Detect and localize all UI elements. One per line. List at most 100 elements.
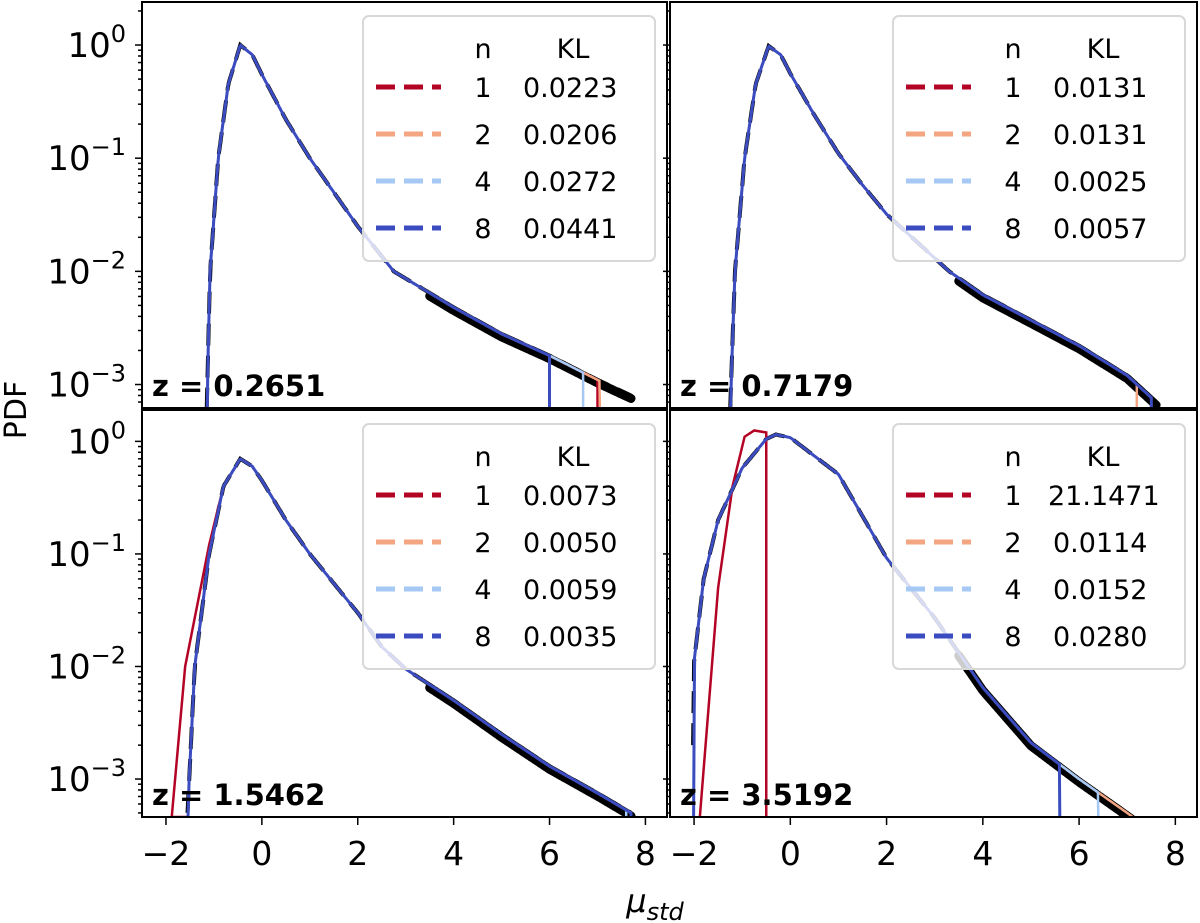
y-tick-exponent: 0 [111, 416, 126, 444]
legend-kl: 0.0152 [1053, 575, 1147, 606]
legend-header-kl: KL [557, 34, 590, 65]
legend-kl: 0.0131 [1053, 120, 1147, 151]
legend-header-n: n [1004, 34, 1021, 65]
legend: n KL 1 0.0131 2 0.0131 4 0.0025 8 0.0057 [892, 15, 1186, 262]
panel-4: −2 0 2 4 6 8 z = 3.5192 n KL 1 21.1471 2 0.0114 4 0.01… [663, 409, 1198, 873]
legend-n: 4 [474, 575, 491, 606]
x-tick-label: 4 [443, 834, 464, 873]
legend-n: 1 [474, 73, 491, 104]
y-tick-base: 10 [47, 535, 90, 575]
legend-n: 8 [474, 622, 491, 653]
plot-area [728, 42, 1161, 408]
legend-kl: 0.0223 [523, 73, 617, 104]
legend-kl: 0.0114 [1053, 528, 1147, 559]
legend-kl: 0.0206 [523, 120, 617, 151]
x-tick-label: 0 [251, 834, 272, 873]
y-tick-base: 10 [67, 26, 110, 66]
model-curve-n1 [698, 429, 768, 817]
y-tick-exponent: −1 [91, 529, 126, 557]
y-tick-label: 10−2 [47, 246, 126, 292]
axes-frame [669, 1, 1198, 409]
y-tick-label: 10−1 [47, 529, 126, 575]
x-tick-label: 8 [1165, 834, 1186, 873]
legend-header-kl: KL [1087, 442, 1120, 473]
legend: n KL 1 21.1471 2 0.0114 4 0.0152 8 0.0280 [892, 423, 1186, 670]
model-curve-n8 [729, 44, 1153, 408]
y-tick-exponent: −2 [91, 641, 126, 669]
y-tick-label: 10−1 [47, 133, 126, 179]
legend-kl: 0.0441 [523, 214, 617, 245]
legend-n: 2 [474, 528, 491, 559]
x-axis-label: μstd [625, 882, 684, 923]
redshift-label: z = 0.7179 [680, 369, 853, 403]
legend-kl: 21.1471 [1048, 481, 1160, 512]
legend-n: 2 [1004, 528, 1021, 559]
panel-2: z = 0.7179 n KL 1 0.0131 2 0.0131 4 0.0025 8 0.005… [663, 1, 1198, 409]
y-tick-base: 10 [67, 422, 110, 462]
legend-box [362, 423, 656, 670]
legend-header-n: n [474, 34, 491, 65]
legend-kl: 0.0280 [1053, 622, 1147, 653]
legend-header-n: n [1004, 442, 1021, 473]
y-tick-exponent: 0 [111, 20, 126, 48]
x-tick-label: 8 [635, 834, 656, 873]
legend-n: 8 [474, 214, 491, 245]
y-tick-base: 10 [47, 139, 90, 179]
legend-n: 2 [474, 120, 491, 151]
redshift-label: z = 0.2651 [152, 369, 325, 403]
plot-area [170, 455, 636, 817]
legend-box [892, 423, 1186, 670]
y-tick-base: 10 [47, 647, 90, 687]
legend: n KL 1 0.0073 2 0.0050 4 0.0059 8 0.0035 [362, 423, 656, 670]
legend-header-n: n [474, 442, 491, 473]
legend-n: 8 [1004, 214, 1021, 245]
y-axis-label: PDF [0, 381, 34, 439]
y-tick-exponent: −3 [91, 360, 126, 388]
x-tick-label: 0 [780, 834, 801, 873]
legend-box [362, 15, 656, 262]
legend-box [892, 15, 1186, 262]
legend: n KL 1 0.0223 2 0.0206 4 0.0272 8 0.0441 [362, 15, 656, 262]
legend-n: 4 [1004, 167, 1021, 198]
legend-kl: 0.0035 [523, 622, 617, 653]
legend-kl: 0.0272 [523, 167, 617, 198]
legend-n: 1 [474, 481, 491, 512]
y-tick-exponent: −2 [91, 246, 126, 274]
y-tick-label: 10−3 [47, 360, 126, 406]
x-tick-label: 4 [972, 834, 993, 873]
y-tick-label: 10−2 [47, 641, 126, 687]
y-tick-base: 10 [47, 366, 90, 406]
legend-kl: 0.0073 [523, 481, 617, 512]
redshift-label: z = 1.5462 [152, 778, 325, 812]
legend-kl: 0.0057 [1053, 214, 1147, 245]
legend-kl: 0.0050 [523, 528, 617, 559]
x-tick-label: 6 [539, 834, 560, 873]
y-tick-exponent: −3 [91, 754, 126, 782]
legend-kl: 0.0059 [523, 575, 617, 606]
x-axis-label-subscript: std [647, 898, 685, 923]
plot-area [204, 41, 636, 408]
y-tick-exponent: −1 [91, 133, 126, 161]
legend-n: 1 [1004, 481, 1021, 512]
legend-header-kl: KL [557, 442, 590, 473]
legend-kl: 0.0131 [1053, 73, 1147, 104]
y-tick-base: 10 [47, 760, 90, 800]
y-tick-label: 10−3 [47, 754, 126, 800]
data-points [954, 651, 1137, 817]
model-curve-n8 [692, 433, 1062, 817]
axes-frame [141, 1, 668, 409]
data-points [954, 276, 1161, 408]
legend-n: 2 [1004, 120, 1021, 151]
model-curve-n8 [186, 457, 633, 817]
legend-n: 1 [1004, 73, 1021, 104]
x-tick-label: −2 [142, 834, 191, 873]
y-tick-base: 10 [47, 252, 90, 292]
x-tick-label: 2 [876, 834, 897, 873]
legend-n: 4 [1004, 575, 1021, 606]
y-tick-label: 100 [67, 20, 126, 66]
x-axis-label-main: μ [625, 882, 646, 920]
